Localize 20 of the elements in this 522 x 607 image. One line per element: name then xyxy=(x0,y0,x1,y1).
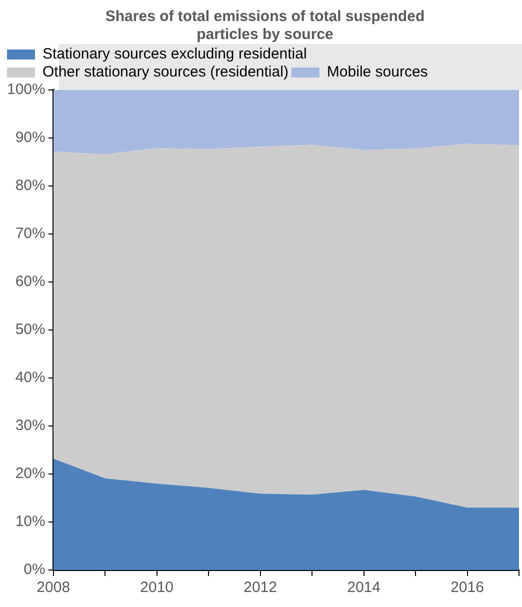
y-tick-label: 100% xyxy=(6,81,46,98)
y-tick-label: 0% xyxy=(24,561,46,578)
y-tick-label: 50% xyxy=(15,321,46,338)
y-tick-label: 10% xyxy=(15,513,46,530)
legend-label: Mobile sources xyxy=(326,64,428,81)
y-tick-label: 30% xyxy=(15,417,46,434)
legend-label: Other stationary sources (residential) xyxy=(42,64,288,81)
y-tick-label: 90% xyxy=(15,129,46,146)
legend-label: Stationary sources excluding residential xyxy=(42,46,307,63)
x-tick-label: 2008 xyxy=(36,579,70,596)
y-tick-label: 70% xyxy=(15,225,46,242)
chart-title: Shares of total emissions of total suspended particles by source xyxy=(104,8,426,44)
x-tick-label: 2012 xyxy=(244,579,277,596)
y-tick-label: 60% xyxy=(15,273,46,290)
x-tick-label: 2016 xyxy=(450,579,484,596)
y-tick-label: 80% xyxy=(15,177,46,194)
y-tick-label: 20% xyxy=(15,465,46,482)
x-tick-label: 2010 xyxy=(140,579,174,596)
x-tick-label: 2014 xyxy=(347,579,380,596)
y-tick-label: 40% xyxy=(15,369,46,386)
